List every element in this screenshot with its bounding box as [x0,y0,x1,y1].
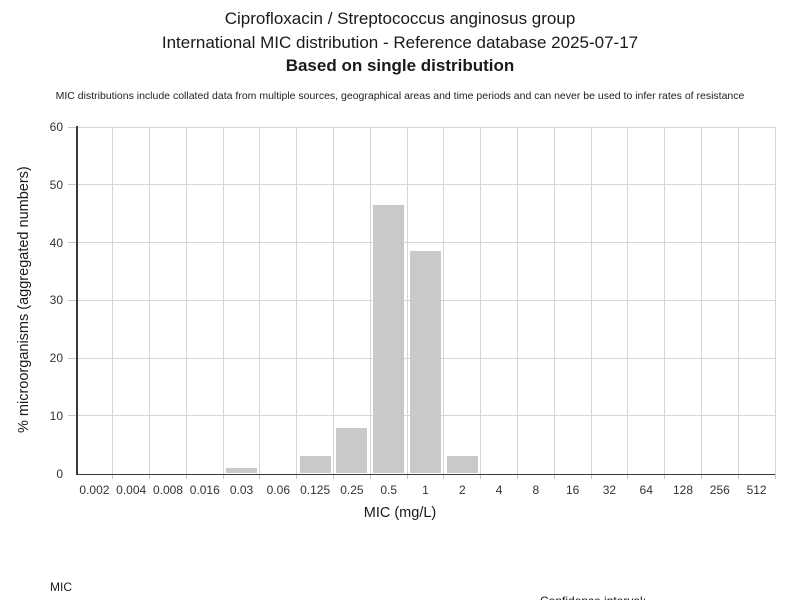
bar-mic-1 [410,250,441,474]
x-tick [590,473,592,479]
gridline-vertical [296,127,298,474]
bar-mic-0.125 [299,456,331,474]
gridline-vertical [149,127,151,474]
title-distribution-line: Based on single distribution [285,56,515,75]
x-tick [259,473,261,479]
x-tick-label: 8 [532,483,540,497]
x-tick-label: 0.06 [266,483,290,497]
gridline-vertical [406,127,408,474]
y-tick-label: 30 [49,293,63,308]
y-tick-label: 40 [49,235,63,250]
y-tick-label: 50 [49,177,63,192]
x-axis-title: MIC (mg/L) [363,505,437,521]
gridline-vertical [480,127,482,474]
footer-confidence-line: Confidence interval: - [540,594,653,600]
bar-mic-0.03 [226,467,258,474]
y-tick [68,357,76,359]
x-tick [149,473,151,479]
x-tick [222,473,224,479]
x-tick [627,473,629,479]
title-database-line: International MIC distribution - Referen… [161,32,639,52]
gridline-vertical [222,127,224,474]
x-tick [480,473,482,479]
y-tick [68,415,76,417]
x-tick [443,473,445,479]
x-tick-label: 0.03 [229,483,254,497]
gridline-vertical [516,127,518,474]
y-tick-label: 10 [49,408,63,423]
x-tick [333,473,335,479]
x-tick-label: 16 [565,483,580,497]
x-tick-label: 512 [746,483,767,497]
footer-mic-label: MIC [50,580,72,594]
x-tick [112,473,114,479]
x-tick-label: 64 [639,483,653,497]
footer-ecoff-block: MIC Epidemiological cut-off (ECOFF): ID … [50,552,241,600]
gridline-vertical [185,127,187,474]
footer-observations-block: Confidence interval: - 101 observations [540,566,653,600]
bar-mic-0.25 [336,427,368,474]
x-tick-label: 128 [673,483,694,497]
x-tick-label: 1 [422,483,429,497]
x-tick-label: 0.008 [152,483,183,497]
gridline-vertical [627,127,629,474]
y-tick [68,242,76,243]
x-tick-label: 0.5 [380,483,398,497]
y-tick-label: 0 [56,466,63,481]
y-tick-label: 60 [49,120,63,134]
gridline-vertical [553,127,555,474]
gridline-horizontal [76,184,775,186]
gridline-vertical [700,127,702,474]
gridline-horizontal [76,126,775,128]
gridline-vertical [259,127,261,474]
x-tick [737,473,739,479]
gridline-vertical [369,127,371,474]
gridline-vertical [737,127,739,474]
x-tick-label: 0.004 [116,483,147,497]
x-tick-label: 0.002 [79,483,110,497]
bar-mic-0.5 [373,204,405,474]
x-tick [664,473,666,479]
gridline-vertical [333,127,335,474]
y-tick [68,299,76,301]
x-tick [516,473,518,479]
gridline-vertical [774,127,776,474]
bar-mic-2 [446,456,478,474]
disclaimer-text: MIC distributions include collated data … [55,90,745,102]
gridline-vertical [664,127,666,474]
x-tick [774,473,776,479]
x-tick [185,473,187,479]
x-tick [700,473,702,479]
chart-title-block: Ciprofloxacin / Streptococcus anginosus … [0,7,800,78]
x-tick [406,473,408,479]
y-tick [68,126,76,128]
gridline-horizontal [76,242,775,243]
x-tick-label: 4 [495,483,503,497]
x-tick-label: 0.25 [340,483,364,497]
gridline-vertical [443,127,445,474]
x-tick-label: 0.016 [189,483,220,497]
x-tick [296,473,298,479]
plot-area: 0 10 20 30 40 50 60 0.002 0.004 0.008 0.016 0.03 0.0… [50,120,776,497]
x-tick-label: 32 [602,483,617,497]
title-organism-line: Ciprofloxacin / Streptococcus anginosus … [224,9,576,28]
y-axis-line [76,126,78,475]
x-tick [553,473,555,479]
x-tick [369,473,371,479]
x-axis-line [76,473,775,475]
x-tick-label: 0.125 [300,483,331,497]
y-tick-label: 20 [49,351,63,365]
y-tick [68,184,76,186]
x-tick-label: 256 [709,483,730,497]
gridline-vertical [112,127,114,474]
gridline-vertical [590,127,592,474]
x-tick-label: 2 [458,483,466,497]
